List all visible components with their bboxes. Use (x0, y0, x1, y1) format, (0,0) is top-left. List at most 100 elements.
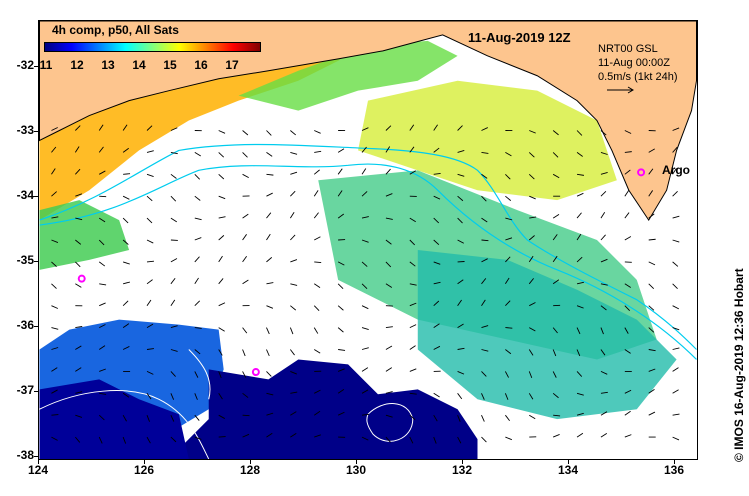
current-vector (314, 349, 321, 354)
current-vector (194, 414, 200, 421)
current-vector (290, 433, 297, 438)
current-vector (457, 370, 465, 375)
current-vector (457, 125, 463, 131)
lat-label: -36 (16, 318, 34, 332)
current-vector (337, 213, 345, 219)
current-vector (576, 412, 584, 416)
current-vector (672, 305, 680, 310)
current-vector (504, 277, 510, 285)
info-model: NRT00 GSL (598, 43, 658, 55)
current-vector (242, 255, 248, 263)
colorbar-tick: 13 (101, 58, 115, 72)
current-vector (242, 213, 249, 219)
current-vector (218, 278, 224, 285)
colorbar-tick: 17 (225, 58, 239, 72)
lon-label: 128 (239, 463, 261, 477)
lat-tick (34, 456, 38, 457)
current-vector (51, 414, 59, 416)
current-vector (600, 370, 608, 375)
current-vector (600, 211, 606, 219)
current-vector (122, 392, 130, 398)
current-vector (314, 261, 322, 263)
current-vector (505, 217, 513, 221)
current-vector (313, 305, 320, 312)
current-vector (194, 327, 202, 329)
current-vector (385, 367, 393, 372)
lat-tick (34, 66, 38, 67)
current-vector (409, 436, 414, 444)
current-vector (99, 283, 107, 286)
current-vector (624, 305, 631, 311)
current-vector (170, 436, 177, 443)
current-line (39, 163, 697, 360)
current-vector (194, 195, 201, 201)
current-vector (672, 367, 679, 372)
current-vector (313, 169, 320, 175)
current-vector (266, 392, 274, 396)
current-vector (600, 411, 608, 416)
current-vector (98, 239, 105, 246)
australia-land (39, 21, 697, 222)
current-vector (146, 299, 152, 306)
current-vector (672, 168, 677, 175)
current-vector (457, 239, 464, 244)
current-vector (409, 414, 416, 421)
current-vector (51, 191, 57, 197)
current-vector (337, 190, 343, 197)
current-vector (218, 302, 226, 307)
current-vector (528, 255, 534, 263)
current-vector (122, 195, 130, 200)
current-vector (576, 212, 582, 219)
current-vector (576, 256, 583, 263)
current-vector (266, 212, 272, 219)
lon-tick (462, 460, 463, 464)
current-vector (361, 216, 369, 219)
current-vector (266, 432, 273, 438)
current-vector (75, 261, 81, 268)
lat-label: -38 (16, 448, 34, 462)
current-vector (624, 434, 632, 438)
current-vector (648, 327, 655, 333)
current-vector (75, 367, 82, 372)
current-vector (528, 278, 534, 285)
lon-tick (144, 460, 145, 464)
colorbar-tick: 11 (39, 58, 53, 72)
current-vector (672, 389, 679, 394)
current-vector (242, 392, 249, 398)
current-vector (314, 434, 321, 438)
current-vector (624, 151, 632, 153)
current-vector (290, 283, 298, 286)
current-vector (75, 345, 82, 350)
current-vector (361, 436, 369, 441)
current-vector (218, 255, 223, 263)
current-vector (194, 436, 202, 440)
current-vector (122, 436, 127, 444)
current-vector (122, 346, 130, 350)
current-vector (170, 173, 177, 179)
current-vector (672, 436, 680, 441)
lon-tick (38, 460, 39, 464)
current-vector (313, 212, 319, 219)
current-vector (51, 239, 59, 243)
current-vector (266, 192, 273, 197)
current-vector (385, 283, 393, 288)
current-vector (194, 300, 201, 307)
current-vector (529, 414, 536, 420)
current-vector (648, 411, 656, 416)
current-vector (433, 414, 438, 422)
lon-tick (250, 460, 251, 464)
current-vector (529, 327, 536, 332)
current-vector (361, 413, 369, 416)
current-vector (528, 235, 535, 241)
current-vector (600, 151, 608, 155)
current-vector (504, 393, 509, 400)
current-vector (122, 217, 129, 224)
current-vector (433, 300, 440, 307)
current-vector (361, 168, 367, 175)
current-vector (170, 349, 178, 352)
current-vector (170, 415, 175, 422)
current-vector (218, 173, 225, 180)
info-date: 11-Aug 00:00Z (598, 57, 670, 69)
current-vector (385, 345, 393, 350)
current-vector (648, 168, 654, 175)
